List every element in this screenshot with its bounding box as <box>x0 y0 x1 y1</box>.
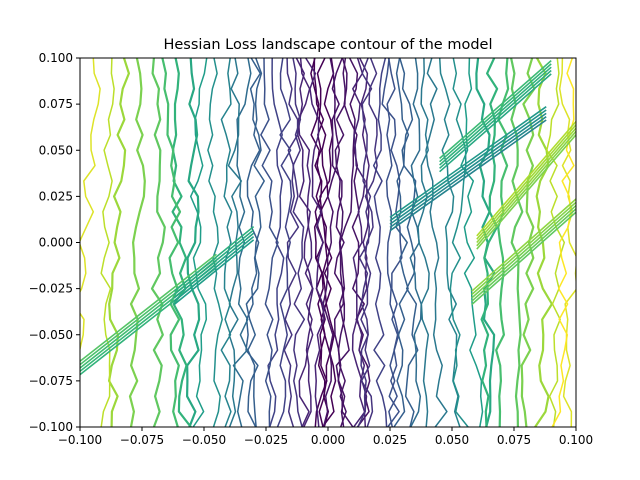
contour-line <box>551 58 575 427</box>
contour-line <box>128 58 146 427</box>
contour-line <box>558 58 576 427</box>
contour-line <box>245 58 265 427</box>
contour-diagonal <box>389 116 547 229</box>
contour-line <box>100 58 115 427</box>
contour-line <box>385 58 400 427</box>
contour-diagonal <box>476 134 576 250</box>
contour-diagonal <box>471 208 576 302</box>
contour-line <box>305 58 325 427</box>
contour-line <box>322 58 341 427</box>
contour-line <box>360 58 378 427</box>
contour-line <box>356 58 370 427</box>
contour-diagonal <box>389 112 547 225</box>
contour-line <box>335 58 359 427</box>
contour-line <box>171 58 192 427</box>
x-tick-label: 0.075 <box>497 433 531 447</box>
contour-diagonal <box>476 120 576 237</box>
x-tick-label: 0.025 <box>373 433 407 447</box>
x-tick-label: −0.050 <box>182 433 226 447</box>
contour-diagonal <box>439 73 552 173</box>
contour-line <box>80 58 101 352</box>
contour-diagonal <box>389 119 547 232</box>
y-tick-label: −0.050 <box>29 328 73 342</box>
contour-line <box>319 58 337 427</box>
chart-title: Hessian Loss landscape contour of the mo… <box>163 37 492 53</box>
contour-line <box>341 58 371 427</box>
contour-line <box>357 58 373 427</box>
contour-diagonal <box>173 232 255 299</box>
contour-line <box>245 58 263 427</box>
x-tick-label: −0.025 <box>244 433 288 447</box>
contour-line <box>393 58 410 427</box>
contour-line <box>310 58 326 427</box>
contour-diagonal <box>471 211 576 306</box>
contour-diagonal <box>439 63 552 163</box>
contour-diagonal <box>439 59 552 160</box>
contour-diagonal <box>173 235 255 302</box>
contour-line <box>351 58 368 427</box>
contour-diagonal <box>476 127 576 244</box>
contour-diagonal <box>439 69 552 169</box>
contour-line <box>220 58 233 427</box>
y-tick-label: 0.050 <box>39 143 73 157</box>
x-tick-label: −0.075 <box>120 433 164 447</box>
contour-line <box>546 58 566 427</box>
y-tick-label: 0.100 <box>39 51 73 65</box>
contour-diagonal <box>173 239 255 306</box>
contour-diagonal <box>471 201 576 296</box>
contour-diagonal <box>173 229 255 296</box>
contour-line <box>276 58 293 427</box>
contour-line <box>232 58 252 427</box>
y-tick-label: −0.025 <box>29 282 73 296</box>
contour-line <box>150 58 166 427</box>
contour-line <box>520 58 536 427</box>
x-tick-label: 0.000 <box>311 433 345 447</box>
contour-line <box>438 58 461 427</box>
contour-line <box>207 58 223 427</box>
contour-line <box>260 58 279 427</box>
y-tick-label: −0.075 <box>29 374 73 388</box>
contour-line <box>292 58 306 427</box>
contour-diagonal <box>173 225 255 292</box>
contour-line <box>227 58 243 427</box>
contour-line <box>283 58 300 427</box>
y-tick-label: 0.075 <box>39 97 73 111</box>
contour-line <box>449 58 469 427</box>
x-tick-label: 0.050 <box>435 433 469 447</box>
contour-line <box>381 58 403 427</box>
y-tick-label: 0.025 <box>39 189 73 203</box>
contour-diagonal <box>439 66 552 166</box>
contour-diagonal <box>80 253 217 362</box>
x-tick-label: 0.100 <box>559 433 593 447</box>
contour-diagonal <box>476 130 576 247</box>
contour-line <box>399 58 419 427</box>
contour-lines <box>80 58 576 427</box>
plot-frame <box>79 57 577 428</box>
axis-ticks: −0.100 −0.075 −0.050 −0.025 0.000 0.025 0.050 0… <box>29 51 594 447</box>
contour-line <box>161 58 182 427</box>
contour-line <box>108 58 130 427</box>
contour-line <box>425 58 448 427</box>
x-tick-label: −0.100 <box>58 433 102 447</box>
contour-line <box>510 58 524 427</box>
y-tick-label: −0.100 <box>29 420 73 434</box>
contour-diagonal <box>389 109 547 222</box>
contour-diagonal <box>471 198 576 292</box>
contour-diagonal <box>389 106 547 219</box>
contour-diagonal <box>476 124 576 240</box>
contour-diagonal <box>471 205 576 299</box>
contour-line <box>372 58 388 427</box>
y-tick-label: 0.000 <box>39 236 73 250</box>
contour-line <box>460 58 484 427</box>
contour-line <box>417 58 430 427</box>
contour-line <box>297 58 314 427</box>
contour-line <box>331 58 347 427</box>
contour-line <box>267 58 285 427</box>
